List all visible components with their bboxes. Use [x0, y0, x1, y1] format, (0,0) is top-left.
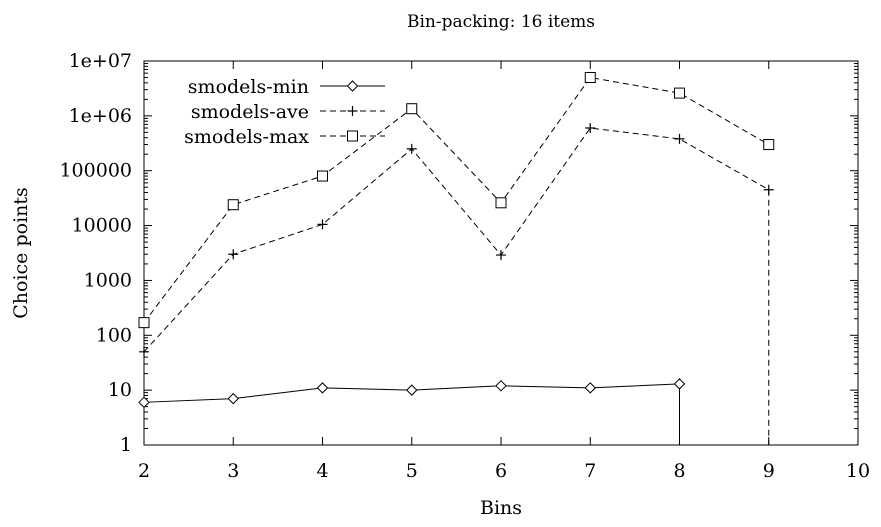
series-3-point: [227, 199, 239, 211]
legend: smodels-min smodels-ave smodels-max: [184, 76, 385, 148]
legend-marker-3: [347, 130, 358, 142]
series-1-point: [584, 382, 596, 394]
series-3-point: [674, 87, 685, 99]
series-3-point: [317, 170, 328, 182]
series-1-point: [406, 384, 418, 396]
y-tick-label: 1e+07: [69, 50, 132, 72]
series-1-point: [227, 392, 239, 405]
series-2-point: [139, 346, 149, 357]
x-tick-label: 10: [846, 460, 870, 482]
y-tick-label: 100000: [59, 160, 132, 182]
series-2-point: [585, 123, 596, 134]
series-1-point: [138, 396, 150, 409]
series-3-line: [143, 76, 769, 323]
x-tick-label: 6: [495, 460, 507, 482]
series-3-point: [584, 72, 596, 84]
y-tick-label: 1: [120, 434, 132, 456]
y-tick-label: 10000: [72, 215, 132, 237]
series-1-point: [673, 378, 686, 390]
series-2-point: [763, 184, 774, 195]
y-axis: 1 10 100 1000 10000 100000 1e+06 1e+07: [59, 50, 858, 456]
legend-marker-2: [347, 106, 358, 116]
x-tick-label: 9: [763, 460, 775, 482]
series-2-point: [317, 219, 328, 230]
chart-title: Bin-packing: 16 items: [407, 12, 595, 32]
series-2: [139, 123, 774, 445]
series-3-point: [406, 103, 418, 115]
legend-item-2: smodels-ave: [191, 101, 385, 123]
series-3-point: [495, 197, 507, 209]
series-1-point: [495, 380, 507, 392]
series-1-point: [316, 382, 329, 394]
x-tick-label: 2: [138, 460, 150, 482]
series-3-point: [138, 317, 150, 329]
legend-item-3: smodels-max: [184, 126, 385, 148]
series-2-point: [406, 143, 417, 154]
legend-item-1: smodels-min: [188, 76, 385, 98]
x-axis: 2 3 4 5 6 7 8 9 10: [138, 61, 870, 482]
x-tick-label: 4: [316, 460, 328, 482]
y-axis-title: Choice points: [10, 187, 32, 319]
series-2-point: [674, 133, 685, 144]
y-tick-label: 100: [96, 324, 132, 346]
series-2-point: [228, 249, 239, 260]
series-2-point: [496, 250, 506, 261]
legend-label-1: smodels-min: [188, 76, 309, 98]
y-tick-label: 1e+06: [69, 105, 132, 127]
x-tick-label: 8: [673, 460, 685, 482]
x-tick-label: 3: [227, 460, 239, 482]
legend-label-3: smodels-max: [184, 126, 309, 148]
series-1: [138, 378, 686, 445]
y-tick-label: 10: [108, 379, 132, 401]
y-tick-label: 1000: [84, 269, 132, 291]
legend-marker-1: [346, 80, 359, 92]
series-layer: [138, 72, 775, 445]
series-2-line: [143, 127, 769, 353]
x-axis-title: Bins: [480, 497, 522, 519]
series-3-point: [763, 139, 775, 151]
series-3: [138, 72, 775, 329]
x-tick-label: 7: [584, 460, 596, 482]
x-tick-label: 5: [406, 460, 418, 482]
legend-label-2: smodels-ave: [191, 101, 309, 123]
